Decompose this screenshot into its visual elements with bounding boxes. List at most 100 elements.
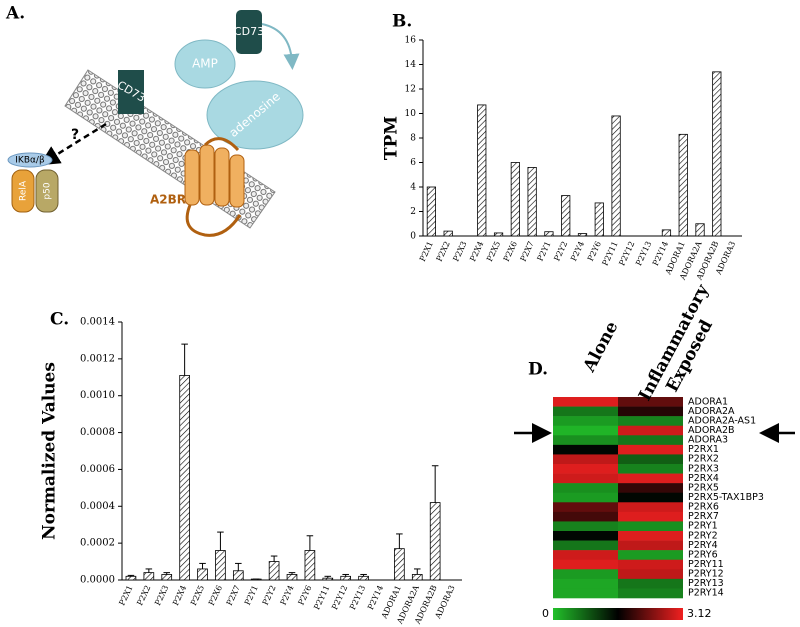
row-label: ADORA2B [688, 425, 735, 436]
x-tick-label: P2Y6 [297, 584, 314, 607]
amp-label: AMP [192, 57, 218, 71]
y-tick-label: 10 [405, 109, 417, 119]
y-tick-label: 4 [410, 183, 416, 193]
heatmap-cell [553, 531, 618, 541]
heatmap-cell [618, 397, 683, 407]
heatmap-cell [553, 511, 618, 522]
heatmap-cell [553, 425, 618, 436]
bar [544, 231, 554, 237]
rela-shape [11, 169, 35, 213]
x-tick-label: P2X5 [485, 240, 502, 263]
y-tick-label: 12 [405, 85, 416, 95]
y-tick-label: 0.0004 [80, 501, 115, 512]
cd73-label: CD73 [234, 25, 264, 38]
rela-label: RelA [19, 180, 29, 201]
bar [286, 574, 298, 581]
x-tick-label: P2X7 [519, 240, 536, 263]
error-bar [306, 535, 314, 551]
bar [358, 575, 369, 581]
bar [340, 575, 352, 581]
y-tick-label: 0.0000 [80, 575, 115, 586]
signal-arrow [39, 122, 107, 166]
row-label: ADORA1 [688, 396, 728, 407]
p50-shape [35, 169, 59, 213]
row-label: P2RX4 [688, 473, 719, 484]
bar [125, 575, 137, 581]
x-tick-label: P2Y6 [586, 240, 603, 263]
x-tick-label: P2X4 [468, 240, 485, 263]
error-bar [360, 573, 367, 577]
heatmap-cell [618, 483, 683, 494]
panel-label: C. [50, 310, 69, 330]
x-tick-label: P2X3 [153, 584, 170, 607]
a2br-label: A2BR [150, 193, 186, 207]
error-bar [270, 555, 278, 562]
bar [179, 375, 190, 581]
bar [527, 166, 537, 237]
cd73-protein [118, 70, 144, 114]
x-tick-label: P2X3 [451, 240, 468, 263]
error-bar [396, 533, 403, 549]
bar [268, 561, 280, 581]
colorbar-label: 3.12 [687, 607, 712, 620]
panel-label: A. [5, 4, 25, 24]
x-tick-label: P2Y2 [261, 584, 278, 607]
panel-label: B. [392, 12, 412, 32]
y-tick-label: 0.0006 [80, 464, 115, 475]
y-tick-label: 0.0008 [80, 427, 115, 438]
conversion-arrow [261, 23, 300, 70]
heatmap-cell [618, 578, 683, 589]
y-tick-label: 0.0012 [80, 353, 115, 364]
bar [477, 104, 487, 237]
bar [493, 232, 504, 237]
heatmap-cell [553, 578, 618, 589]
row-label: P2RY13 [688, 578, 724, 589]
y-tick-label: 14 [405, 60, 417, 70]
heatmap-cell [618, 511, 683, 522]
heatmap-cell [553, 454, 618, 465]
x-tick-label: P2Y11 [312, 584, 331, 611]
bar [712, 71, 722, 237]
row-label: ADORA2A-AS1 [688, 415, 756, 426]
bar [304, 550, 316, 581]
heatmap-cell [618, 502, 683, 513]
heatmap-cell [618, 531, 683, 541]
y-axis-label: TPM [382, 116, 402, 160]
ikb-label: IKBα/β [15, 156, 45, 166]
heatmap-cell [553, 483, 618, 494]
x-tick-label: P2X2 [435, 240, 452, 263]
error-bar [431, 465, 439, 503]
bar [429, 502, 441, 581]
y-tick-label: 0 [410, 232, 416, 242]
heatmap-cell [553, 435, 618, 446]
bar [232, 570, 244, 581]
x-tick-label: P2X1 [117, 584, 134, 607]
heatmap-cell [553, 569, 618, 580]
x-tick-label: P2Y2 [552, 240, 569, 263]
y-tick-label: 8 [410, 134, 416, 144]
bar [411, 574, 423, 581]
heatmap-cell [553, 473, 618, 484]
row-label: P2RX3 [688, 463, 719, 474]
row-label: ADORA2A [688, 406, 735, 417]
x-tick-label: P2Y4 [569, 240, 586, 263]
y-tick-label: 6 [410, 158, 416, 168]
x-tick-label: P2Y14 [366, 584, 385, 611]
bar [394, 548, 405, 581]
x-tick-label: P2Y4 [279, 584, 296, 607]
error-bar [127, 574, 135, 577]
heatmap-cell [553, 492, 618, 503]
row-label: P2RY1 [688, 521, 718, 532]
heatmap-cell [618, 435, 683, 446]
p50-label: p50 [43, 182, 53, 199]
bar [661, 229, 672, 237]
error-bar [235, 562, 242, 571]
heatmap-cell [618, 569, 683, 580]
heatmap-cell [618, 559, 683, 570]
heatmap-cell [618, 521, 683, 532]
x-tick-label: P2Y1 [243, 584, 260, 607]
x-tick-label: P2X1 [418, 240, 435, 263]
x-tick-label: P2X6 [502, 240, 519, 263]
row-label: ADORA3 [688, 435, 728, 446]
